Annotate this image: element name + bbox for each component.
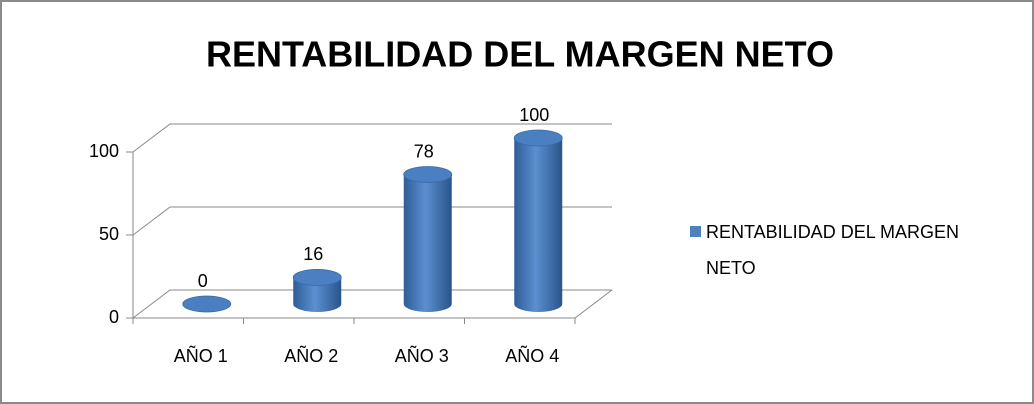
y-tick-label: 0 xyxy=(109,307,119,327)
x-tick-label: AÑO 3 xyxy=(395,345,449,366)
bar-top xyxy=(513,129,563,147)
bar-body xyxy=(403,174,452,312)
x-tick-label: AÑO 1 xyxy=(174,345,228,366)
y-tick-label: 50 xyxy=(99,224,119,244)
bar-top xyxy=(292,269,342,286)
legend-label: RENTABILIDAD DEL MARGEN NETO xyxy=(706,222,960,278)
bar-body xyxy=(514,138,563,312)
bar xyxy=(292,269,342,312)
bar xyxy=(513,129,563,312)
data-label: 78 xyxy=(414,141,434,161)
data-label: 0 xyxy=(198,271,208,291)
legend-swatch xyxy=(690,226,701,237)
bar-top xyxy=(182,295,232,313)
grid-line xyxy=(132,123,612,153)
data-label: 100 xyxy=(519,105,549,125)
x-tick-label: AÑO 2 xyxy=(284,345,338,366)
bar xyxy=(403,166,453,312)
x-tick-label: AÑO 4 xyxy=(505,345,559,366)
bar-body xyxy=(293,277,342,312)
bar xyxy=(182,295,232,313)
data-label: 16 xyxy=(303,244,323,264)
chart-title: RENTABILIDAD DEL MARGEN NETO xyxy=(206,34,834,75)
bar-top xyxy=(403,166,453,183)
y-tick-label: 100 xyxy=(89,141,119,161)
floor-side xyxy=(574,289,613,319)
grid-line xyxy=(132,289,612,319)
grid-line xyxy=(132,206,612,236)
